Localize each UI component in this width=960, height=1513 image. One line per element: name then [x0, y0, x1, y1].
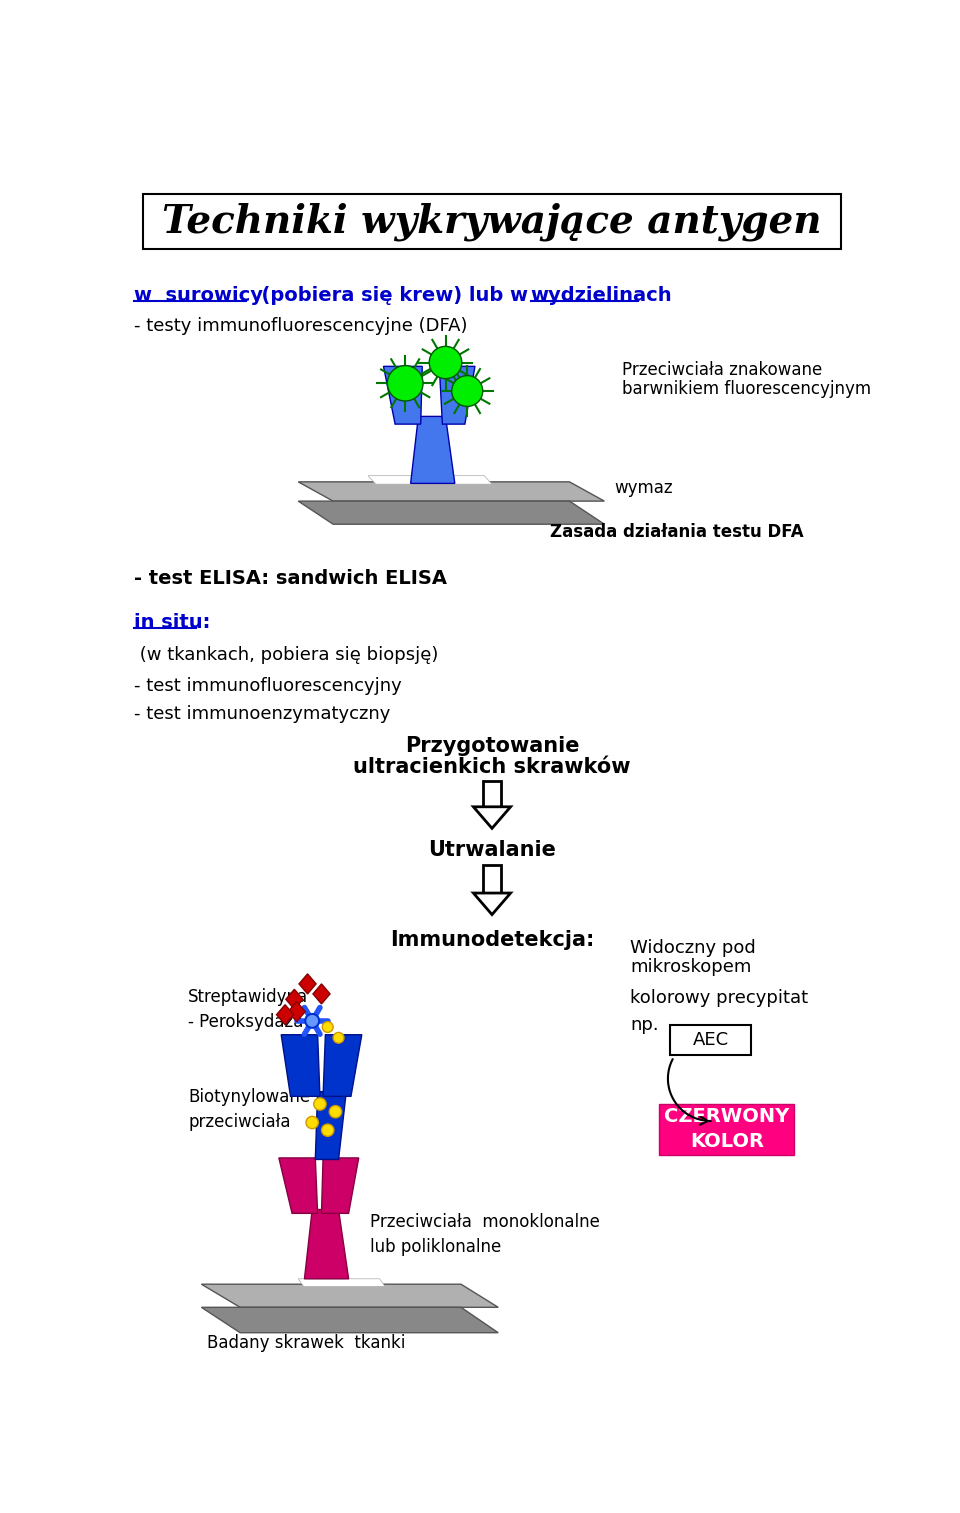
Text: Przeciwciała znakowane: Przeciwciała znakowane [622, 362, 823, 380]
Polygon shape [304, 1209, 348, 1278]
FancyBboxPatch shape [143, 194, 841, 250]
Polygon shape [313, 983, 330, 1005]
Polygon shape [281, 1035, 320, 1097]
Text: CZERWONY
KOLOR: CZERWONY KOLOR [664, 1108, 789, 1151]
Text: Utrwalanie: Utrwalanie [428, 840, 556, 859]
Polygon shape [473, 893, 511, 914]
Text: Widoczny pod: Widoczny pod [630, 938, 756, 956]
Circle shape [314, 1098, 326, 1111]
Polygon shape [315, 1092, 347, 1159]
Polygon shape [202, 1285, 498, 1307]
Polygon shape [440, 366, 475, 424]
Polygon shape [322, 1157, 359, 1213]
Circle shape [306, 1117, 319, 1129]
Text: Przeciwciała  monoklonalne
lub poliklonalne: Przeciwciała monoklonalne lub poliklonal… [370, 1213, 599, 1256]
Circle shape [323, 1021, 333, 1032]
Text: Techniki wykrywające antygen: Techniki wykrywające antygen [162, 203, 822, 241]
Text: (w tkankach, pobiera się biopsję): (w tkankach, pobiera się biopsję) [134, 646, 439, 664]
Text: (pobiera się krew) lub w: (pobiera się krew) lub w [248, 286, 541, 306]
Text: Przygotowanie: Przygotowanie [405, 735, 579, 756]
Polygon shape [368, 475, 492, 484]
Circle shape [333, 1032, 344, 1042]
Text: - test immunofluorescencyjny: - test immunofluorescencyjny [134, 676, 401, 694]
Text: Biotynylowane
przeciwciała: Biotynylowane przeciwciała [188, 1088, 310, 1130]
FancyBboxPatch shape [484, 781, 500, 806]
Text: Zasada działania testu DFA: Zasada działania testu DFA [550, 523, 804, 542]
Text: np.: np. [630, 1015, 659, 1033]
Text: mikroskopem: mikroskopem [630, 958, 752, 976]
Circle shape [322, 1124, 334, 1136]
Polygon shape [276, 1005, 294, 1024]
Polygon shape [411, 416, 455, 483]
Polygon shape [299, 974, 316, 994]
FancyBboxPatch shape [670, 1026, 751, 1055]
Text: Streptawidyna
- Peroksydaza: Streptawidyna - Peroksydaza [188, 988, 308, 1030]
Circle shape [329, 1106, 342, 1118]
Polygon shape [299, 1278, 385, 1286]
Polygon shape [286, 990, 303, 1009]
Polygon shape [473, 806, 511, 828]
Text: ultracienkich skrawków: ultracienkich skrawków [353, 756, 631, 776]
Polygon shape [288, 1002, 305, 1021]
Circle shape [429, 346, 462, 378]
Polygon shape [278, 1157, 318, 1213]
Polygon shape [202, 1307, 498, 1333]
Polygon shape [324, 1035, 362, 1097]
Polygon shape [299, 481, 605, 501]
Text: - test ELISA: sandwich ELISA: - test ELISA: sandwich ELISA [134, 569, 447, 587]
Text: Immunodetekcja:: Immunodetekcja: [390, 930, 594, 950]
Text: - test immunoenzymatyczny: - test immunoenzymatyczny [134, 705, 391, 723]
Polygon shape [299, 501, 605, 523]
Circle shape [305, 1014, 319, 1027]
Text: in situ:: in situ: [134, 613, 210, 632]
Text: kolorowy precypitat: kolorowy precypitat [630, 990, 808, 1006]
FancyBboxPatch shape [660, 1104, 794, 1154]
FancyBboxPatch shape [484, 865, 500, 893]
Text: wymaz: wymaz [614, 480, 673, 496]
Text: - testy immunofluorescencyjne (DFA): - testy immunofluorescencyjne (DFA) [134, 318, 468, 336]
Text: barwnikiem fluorescencyjnym: barwnikiem fluorescencyjnym [622, 380, 872, 398]
Circle shape [388, 366, 423, 401]
Text: AEC: AEC [692, 1032, 729, 1049]
Text: Badany skrawek  tkanki: Badany skrawek tkanki [206, 1334, 405, 1351]
Text: wydzielinach: wydzielinach [531, 286, 672, 306]
Text: w  surowicy: w surowicy [134, 286, 263, 306]
Polygon shape [383, 366, 422, 424]
Circle shape [452, 375, 483, 407]
